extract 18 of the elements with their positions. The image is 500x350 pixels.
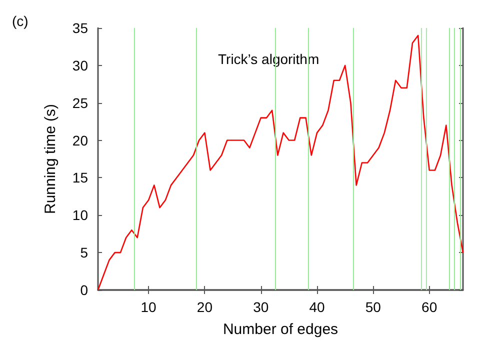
text: (c): [12, 13, 28, 29]
y-tick-label: 25: [72, 94, 88, 111]
y-tick-label: 10: [72, 207, 88, 224]
x-tick-label: 20: [196, 299, 213, 315]
y-tick-label: 35: [72, 20, 88, 36]
y-tick-label: 15: [72, 170, 88, 186]
y-axis-title: Running time (s): [42, 104, 59, 214]
x-tick-label: 60: [422, 299, 438, 315]
x-tick-label: 30: [253, 299, 269, 315]
y-tick-label: 5: [80, 244, 88, 261]
x-tick-label: 40: [309, 299, 325, 315]
annotation: Trick’s algorithm: [218, 51, 320, 67]
x-tick-label: 50: [365, 299, 382, 315]
y-tick-label: 0: [80, 282, 88, 298]
x-axis-title: Number of edges: [222, 321, 338, 338]
x-tick-label: 10: [140, 299, 157, 315]
y-tick-label: 30: [72, 57, 88, 74]
y-tick-label: 20: [72, 132, 88, 148]
